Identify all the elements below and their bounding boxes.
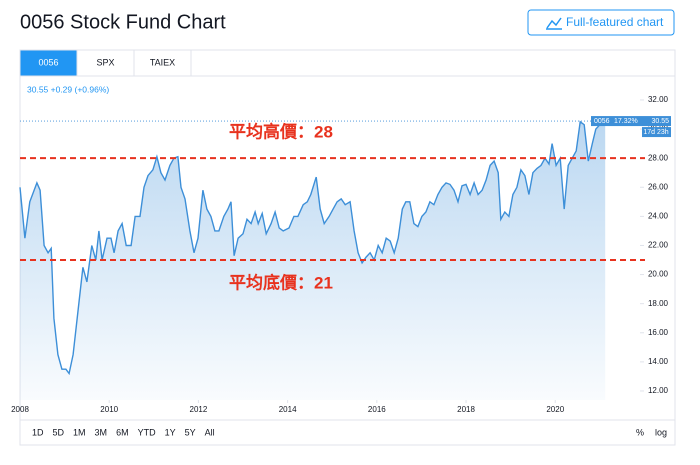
tab-label[interactable]: TAIEX [150, 57, 175, 67]
range-button[interactable]: All [205, 427, 215, 437]
reference-label: 平均底價：21 [229, 273, 333, 293]
y-tick-label: 20.00 [648, 270, 669, 279]
scale-option[interactable]: % [636, 427, 644, 437]
range-button[interactable]: 6M [116, 427, 129, 437]
countdown-box [642, 127, 671, 138]
scale-option[interactable]: log [655, 427, 667, 437]
page-title: 0056 Stock Fund Chart [20, 11, 226, 33]
quote: 30.55 +0.29 (+0.96%) [27, 84, 109, 94]
y-tick-label: 16.00 [648, 328, 669, 337]
x-tick-label: 2014 [279, 405, 297, 414]
x-tick-label: 2016 [368, 405, 386, 414]
x-tick-label: 2010 [100, 405, 118, 414]
y-tick-label: 24.00 [648, 211, 669, 220]
last-label-change: 17.32% [614, 118, 638, 125]
last-label-name: 0056 [594, 118, 610, 125]
full-chart-button[interactable] [527, 9, 675, 36]
x-tick-label: 2018 [457, 405, 475, 414]
button-label[interactable]: Full-featured chart [566, 15, 664, 29]
y-tick-label: 26.00 [648, 182, 669, 191]
x-tick-label: 2020 [546, 405, 564, 414]
range-button[interactable]: 5Y [185, 427, 196, 437]
range-button[interactable]: 3M [95, 427, 108, 437]
x-tick-label: 2012 [190, 405, 208, 414]
range-button[interactable]: 1D [32, 427, 44, 437]
price-line [19, 120, 606, 376]
range-button[interactable]: YTD [138, 427, 157, 437]
range-button[interactable]: 1Y [165, 427, 176, 437]
last-label-box [591, 116, 671, 127]
tab[interactable] [19, 49, 78, 77]
x-tick-label: 2008 [11, 405, 29, 414]
y-tick-label: 18.00 [648, 299, 669, 308]
range-button[interactable]: 5D [53, 427, 65, 437]
y-tick-label: 32.00 [648, 95, 669, 104]
y-tick-label: 14.00 [648, 357, 669, 366]
reference-label: 平均高價：28 [229, 122, 333, 142]
tab-label[interactable]: SPX [96, 57, 114, 67]
range-button[interactable]: 1M [73, 427, 86, 437]
tab[interactable] [133, 49, 192, 77]
y-tick-label: 28.00 [648, 153, 669, 162]
tab-label[interactable]: 0056 [38, 57, 58, 67]
y-tick-label: 22.00 [648, 241, 669, 250]
tab[interactable] [76, 49, 135, 77]
last-label-value: 30.55 [651, 118, 669, 125]
countdown: 17d 23h [643, 129, 668, 136]
chart-icon [546, 17, 562, 30]
y-tick-label: 12.00 [648, 386, 669, 395]
